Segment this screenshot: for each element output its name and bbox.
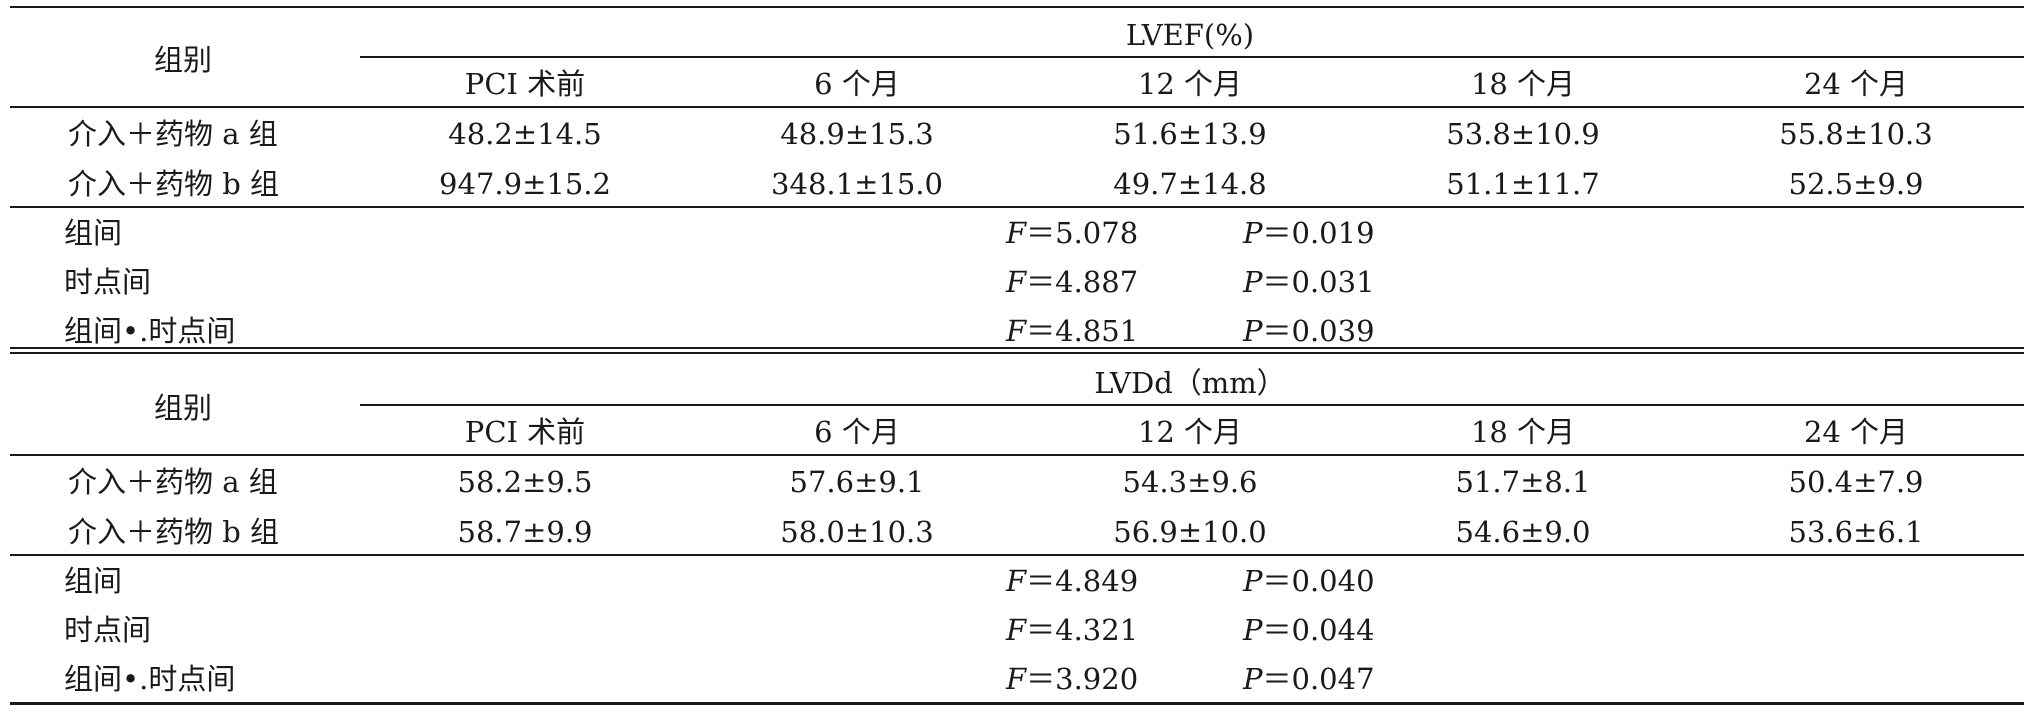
header-bottom-rule (10, 106, 2024, 108)
stat-label: 组间 (64, 216, 123, 250)
stat-label: 组间•.时点间 (64, 662, 236, 696)
table-cell: 52.5±9.9 (1788, 167, 1924, 201)
table-cell: 51.1±11.7 (1446, 167, 1600, 201)
f-statistic: F＝4.887 (1006, 262, 1138, 302)
group-column-header: 组别 (153, 43, 213, 77)
stat-label: 时点间 (64, 265, 152, 299)
table-cell: 51.6±13.9 (1113, 117, 1267, 151)
f-statistic: F＝4.849 (1006, 561, 1138, 601)
f-symbol: F (1006, 662, 1027, 696)
f-value: ＝5.078 (1026, 216, 1139, 250)
f-value: ＝4.849 (1026, 564, 1139, 598)
table-cell: 58.7±9.9 (457, 515, 593, 549)
table-cell: 58.0±10.3 (780, 515, 934, 549)
f-value: ＝4.321 (1026, 613, 1139, 647)
p-value: P＝0.040 (1243, 561, 1375, 601)
timepoint-header: 12 个月 (1137, 415, 1243, 449)
measure-header: LVEF(%) (1125, 18, 1255, 52)
p-symbol: P (1243, 314, 1263, 348)
table-cell: 54.6±9.0 (1455, 515, 1591, 549)
table-cell: 48.9±15.3 (780, 117, 934, 151)
f-symbol: F (1006, 564, 1027, 598)
p-number: ＝0.040 (1262, 564, 1375, 598)
f-statistic: F＝3.920 (1006, 659, 1138, 699)
table-cell: 348.1±15.0 (771, 167, 943, 201)
timepoint-header: PCI 术前 (464, 415, 586, 449)
p-symbol: P (1243, 613, 1263, 647)
table-cell: 54.3±9.6 (1122, 465, 1258, 499)
double-rule-lower (10, 352, 2024, 354)
p-number: ＝0.044 (1262, 613, 1375, 647)
f-symbol: F (1006, 265, 1027, 299)
p-value: P＝0.044 (1243, 610, 1375, 650)
f-symbol: F (1006, 314, 1027, 348)
p-value: P＝0.047 (1243, 659, 1375, 699)
p-number: ＝0.019 (1262, 216, 1375, 250)
timepoint-header: 18 个月 (1470, 67, 1576, 101)
stat-label: 组间 (64, 564, 123, 598)
p-value: P＝0.039 (1243, 311, 1375, 351)
p-symbol: P (1243, 216, 1263, 250)
table-cell: 57.6±9.1 (789, 465, 925, 499)
f-symbol: F (1006, 216, 1027, 250)
measure-header: LVDd（mm） (1094, 366, 1286, 400)
header-sub-rule (360, 56, 2024, 58)
p-value: P＝0.019 (1243, 213, 1375, 253)
group-column-header: 组别 (153, 391, 213, 425)
f-value: ＝4.887 (1026, 265, 1139, 299)
table-cell: 53.8±10.9 (1446, 117, 1600, 151)
table-cell: 49.7±14.8 (1113, 167, 1267, 201)
stat-label: 组间•.时点间 (64, 314, 236, 348)
f-value: ＝4.851 (1026, 314, 1139, 348)
group-label: 介入＋药物 b 组 (68, 167, 280, 201)
p-symbol: P (1243, 265, 1263, 299)
group-label: 介入＋药物 b 组 (68, 515, 280, 549)
p-number: ＝0.031 (1262, 265, 1375, 299)
timepoint-header: PCI 术前 (464, 67, 586, 101)
table-cell: 53.6±6.1 (1788, 515, 1924, 549)
f-statistic: F＝4.851 (1006, 311, 1138, 351)
f-symbol: F (1006, 613, 1027, 647)
table-cell: 55.8±10.3 (1779, 117, 1933, 151)
double-rule-upper (10, 347, 2024, 349)
p-value: P＝0.031 (1243, 262, 1375, 302)
table-cell: 50.4±7.9 (1788, 465, 1924, 499)
header-bottom-rule (10, 454, 2024, 456)
table-cell: 56.9±10.0 (1113, 515, 1267, 549)
table-bottom-rule (10, 702, 2024, 705)
timepoint-header: 6 个月 (814, 67, 900, 101)
data-bottom-rule (10, 554, 2024, 556)
stat-label: 时点间 (64, 613, 152, 647)
f-statistic: F＝5.078 (1006, 213, 1138, 253)
f-value: ＝3.920 (1026, 662, 1139, 696)
data-bottom-rule (10, 206, 2024, 208)
table-cell: 947.9±15.2 (439, 167, 611, 201)
table-cell: 58.2±9.5 (457, 465, 593, 499)
timepoint-header: 12 个月 (1137, 67, 1243, 101)
group-label: 介入＋药物 a 组 (68, 117, 278, 151)
timepoint-header: 24 个月 (1803, 415, 1909, 449)
group-label: 介入＋药物 a 组 (68, 465, 278, 499)
p-symbol: P (1243, 564, 1263, 598)
top-rule (10, 6, 2024, 8)
timepoint-header: 24 个月 (1803, 67, 1909, 101)
f-statistic: F＝4.321 (1006, 610, 1138, 650)
p-number: ＝0.047 (1262, 662, 1375, 696)
table-cell: 51.7±8.1 (1455, 465, 1591, 499)
table-cell: 48.2±14.5 (448, 117, 602, 151)
timepoint-header: 6 个月 (814, 415, 900, 449)
header-sub-rule (360, 404, 2024, 406)
p-symbol: P (1243, 662, 1263, 696)
timepoint-header: 18 个月 (1470, 415, 1576, 449)
p-number: ＝0.039 (1262, 314, 1375, 348)
